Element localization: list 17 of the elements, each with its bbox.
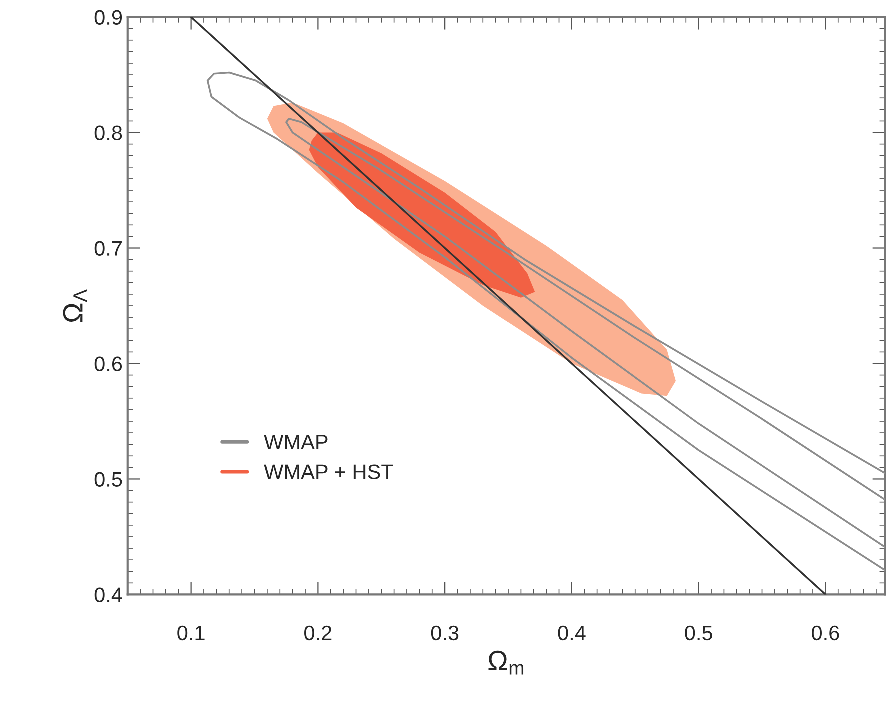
y-axis-title: Ω$_{Λ}$ (63, 290, 88, 322)
x-axis-title: Ω$_{m}$ (488, 650, 524, 675)
legend-label: WMAP + HST (264, 464, 394, 480)
y-tick-label: 0.5 (94, 472, 122, 487)
x-tick-label: 0.1 (178, 626, 205, 641)
line-series (206, 72, 886, 572)
y-tick-label: 0.7 (94, 241, 122, 256)
y-tick-label: 0.6 (94, 356, 122, 372)
y-tick-label: 0.4 (94, 588, 122, 602)
x-tick-label: 0.5 (685, 626, 712, 641)
x-tick-label: 0.4 (558, 626, 586, 641)
y-tick-label: 0.9 (94, 10, 122, 26)
x-tick-label: 0.2 (304, 626, 332, 641)
x-tick-label: 0.3 (431, 626, 459, 641)
y-tick-label: 0.8 (94, 126, 122, 141)
x-tick-label: 0.6 (812, 626, 840, 641)
legend-label: WMAP (264, 435, 328, 450)
